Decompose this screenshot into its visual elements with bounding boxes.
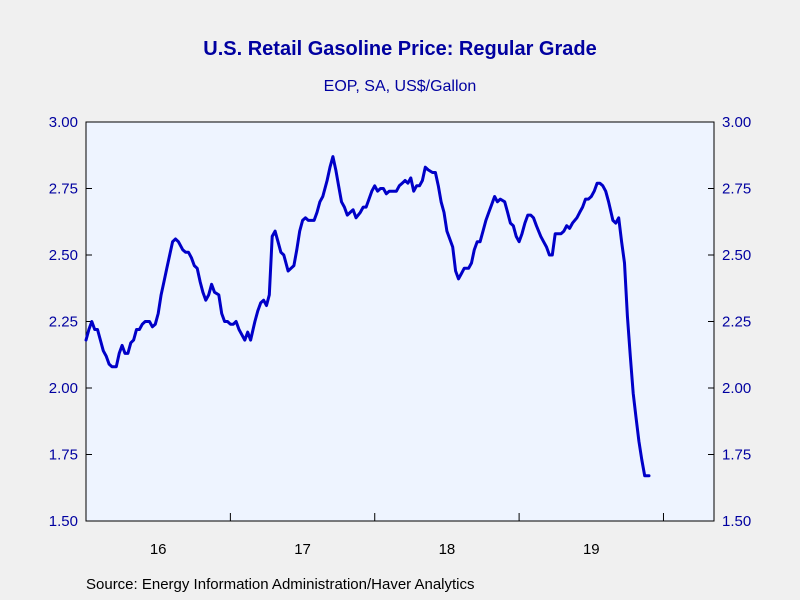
chart-title: U.S. Retail Gasoline Price: Regular Grad… xyxy=(203,38,597,60)
x-tick-label: 17 xyxy=(294,541,311,558)
plot-area xyxy=(85,121,715,522)
y-tick-label-left: 1.50 xyxy=(49,513,78,530)
y-axis-right: 3.00 2.75 2.50 2.25 2.00 1.75 1.50 xyxy=(708,114,751,530)
y-axis-left: 3.00 2.75 2.50 2.25 2.00 1.75 1.50 xyxy=(49,114,92,530)
chart-subtitle: EOP, SA, US$/Gallon xyxy=(323,78,477,95)
x-tick-label: 16 xyxy=(150,541,167,558)
x-axis: 16 17 18 19 xyxy=(150,513,664,558)
y-tick-label-left: 3.00 xyxy=(49,114,78,131)
y-tick-label-left: 2.50 xyxy=(49,247,78,264)
y-tick-label-left: 2.00 xyxy=(49,380,78,397)
y-tick-label-right: 1.75 xyxy=(722,447,751,464)
x-tick-label: 18 xyxy=(439,541,456,558)
y-tick-label-right: 1.50 xyxy=(722,513,751,530)
series-line xyxy=(84,155,651,478)
y-tick-label-left: 2.25 xyxy=(49,314,78,331)
y-tick-label-left: 1.75 xyxy=(49,447,78,464)
y-tick-label-right: 2.50 xyxy=(722,247,751,264)
y-tick-label-right: 2.75 xyxy=(722,181,751,198)
y-tick-label-right: 2.25 xyxy=(722,314,751,331)
y-tick-label-right: 2.00 xyxy=(722,380,751,397)
y-tick-label-left: 2.75 xyxy=(49,181,78,198)
source-note: Source: Energy Information Administratio… xyxy=(86,576,475,593)
y-tick-label-right: 3.00 xyxy=(722,114,751,131)
x-tick-label: 19 xyxy=(583,541,600,558)
